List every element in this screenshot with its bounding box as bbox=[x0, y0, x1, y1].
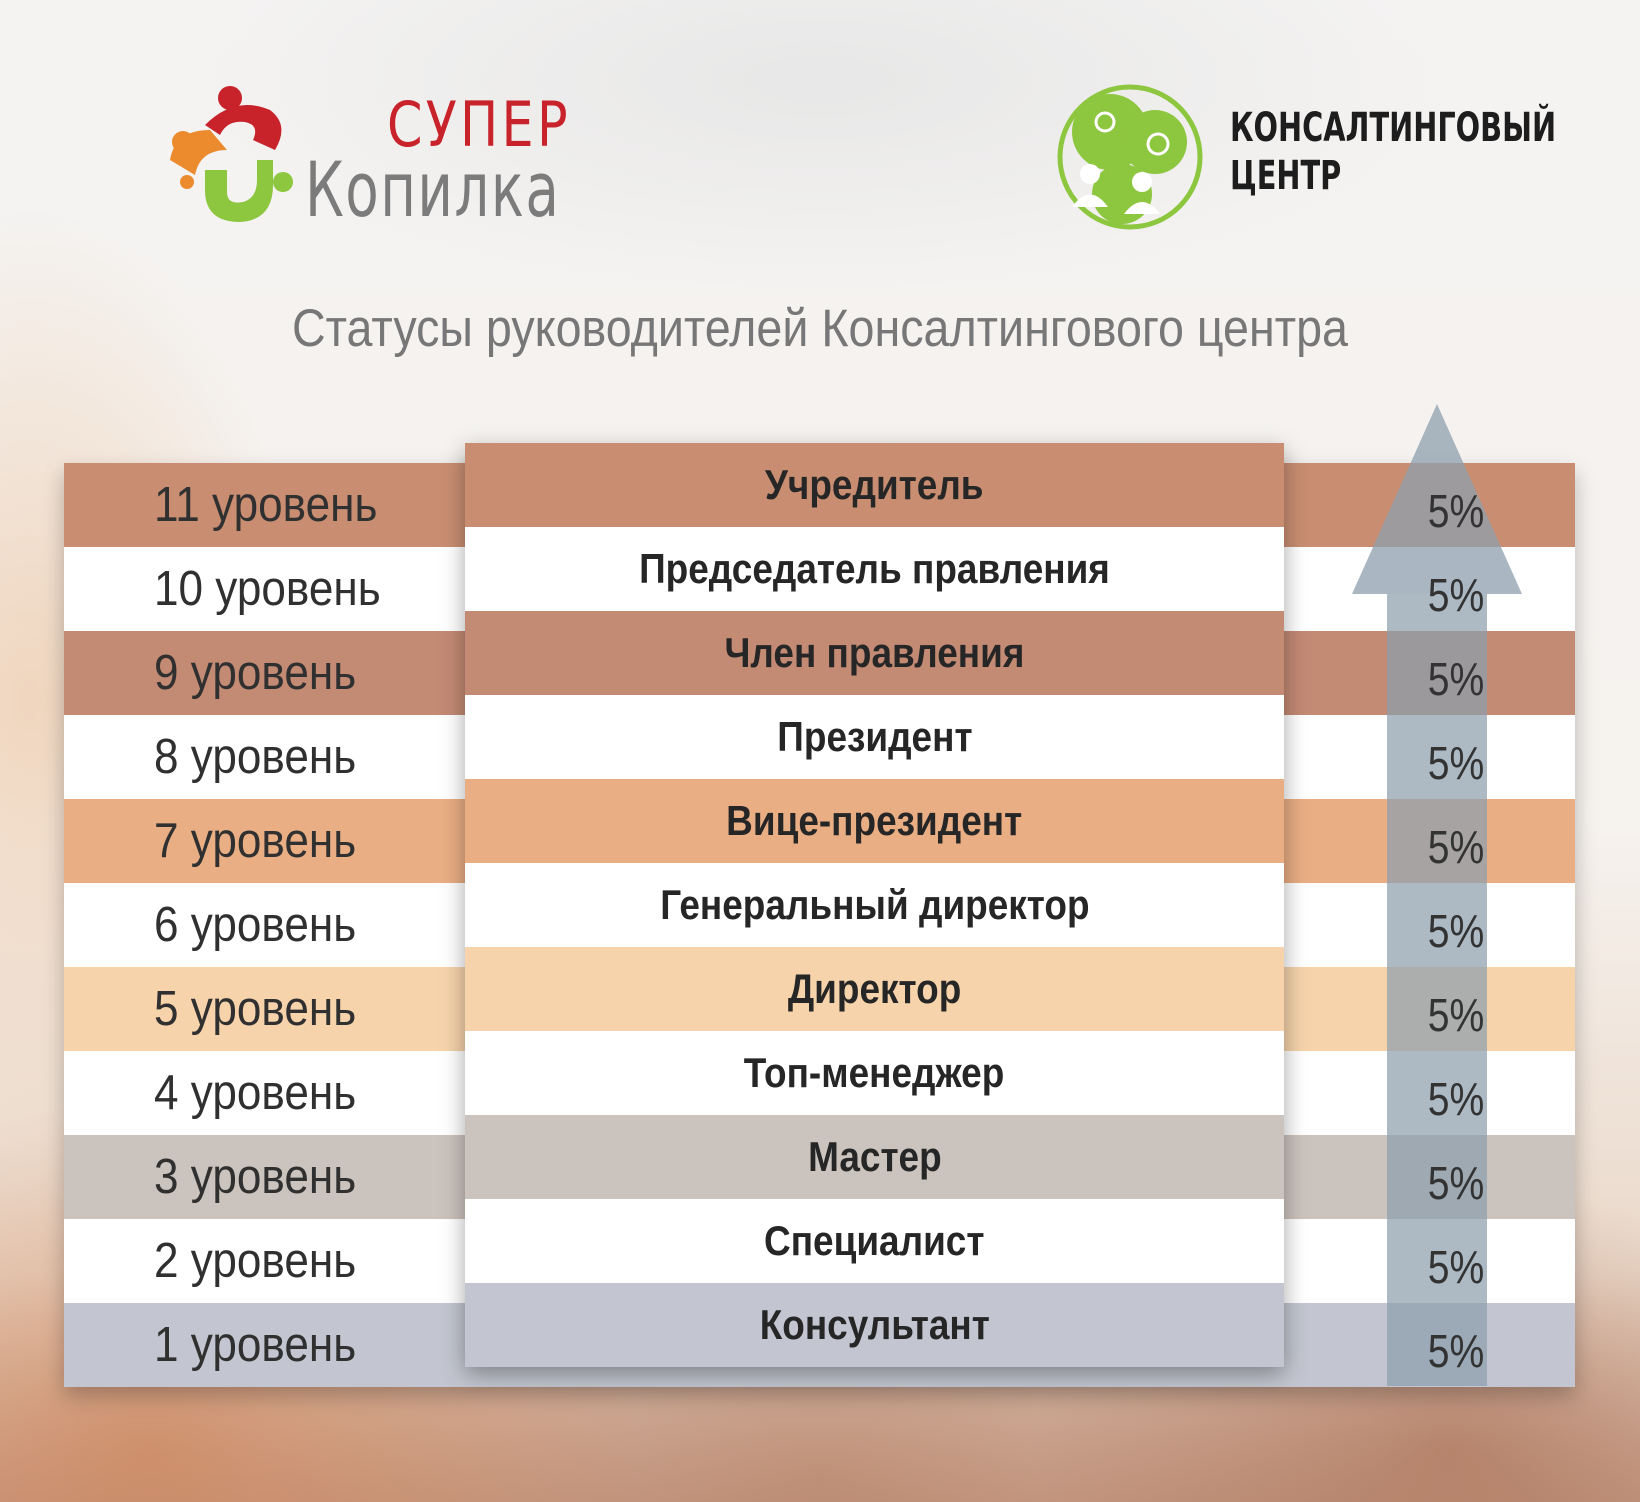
level-label: 7 уровень bbox=[154, 814, 357, 868]
level-label: 1 уровень bbox=[154, 1318, 357, 1372]
level-label: 11 уровень bbox=[154, 478, 378, 532]
page-title: Статусы руководителей Консалтингового це… bbox=[292, 299, 1348, 358]
percent-column: 5% 5% 5% 5% 5% 5% 5% 5% 5% 5% 5% bbox=[64, 463, 1575, 1386]
logo-right-line2: ЦЕНТР bbox=[1230, 153, 1342, 199]
level-label: 5 уровень bbox=[154, 982, 357, 1036]
status-row: Топ-менеджер bbox=[465, 1031, 1284, 1115]
status-label: Консультант bbox=[759, 1301, 990, 1348]
percent-label: 5% bbox=[1427, 485, 1485, 537]
superkopilka-logo: СУПЕР Копилка bbox=[165, 80, 585, 240]
percent-label: 5% bbox=[1427, 821, 1485, 873]
status-label: Председатель правления bbox=[639, 545, 1110, 592]
logo-right-line1: КОНСАЛТИНГОВЫЙ bbox=[1230, 105, 1557, 151]
status-row: Член правления bbox=[465, 611, 1284, 695]
level-label: 10 уровень bbox=[154, 562, 381, 616]
superkopilka-emblem-icon bbox=[170, 86, 293, 222]
status-row: Мастер bbox=[465, 1115, 1284, 1199]
status-row: Председатель правления bbox=[465, 527, 1284, 611]
logo-kopilka-text: Копилка bbox=[305, 145, 561, 234]
level-label: 3 уровень bbox=[154, 1150, 357, 1204]
status-label: Вице-президент bbox=[726, 797, 1023, 844]
percent-label: 5% bbox=[1427, 905, 1485, 957]
status-row: Вице-президент bbox=[465, 779, 1284, 863]
status-label: Генеральный директор bbox=[659, 881, 1090, 928]
status-label: Директор bbox=[787, 965, 962, 1012]
percent-label: 5% bbox=[1427, 569, 1485, 621]
percent-label: 5% bbox=[1427, 1241, 1485, 1293]
percent-label: 5% bbox=[1427, 653, 1485, 705]
status-label: Топ-менеджер bbox=[744, 1049, 1005, 1096]
status-label: Президент bbox=[776, 713, 973, 760]
status-row: Президент bbox=[465, 695, 1284, 779]
percent-label: 5% bbox=[1427, 989, 1485, 1041]
status-label: Член правления bbox=[724, 629, 1025, 676]
status-row: Учредитель bbox=[465, 443, 1284, 527]
status-row: Генеральный директор bbox=[465, 863, 1284, 947]
consulting-center-logo: КОНСАЛТИНГОВЫЙ ЦЕНТР bbox=[1050, 82, 1556, 232]
status-label: Учредитель bbox=[765, 461, 984, 508]
status-label: Мастер bbox=[807, 1133, 942, 1180]
level-label: 4 уровень bbox=[154, 1066, 357, 1120]
status-row: Консультант bbox=[465, 1283, 1284, 1367]
percent-label: 5% bbox=[1427, 1073, 1485, 1125]
percent-label: 5% bbox=[1427, 1157, 1485, 1209]
percent-label: 5% bbox=[1427, 737, 1485, 789]
status-label: Специалист bbox=[764, 1217, 985, 1264]
level-label: 6 уровень bbox=[154, 898, 357, 952]
status-row: Специалист bbox=[465, 1199, 1284, 1283]
percent-label: 5% bbox=[1427, 1325, 1485, 1377]
level-label: 9 уровень bbox=[154, 646, 357, 700]
growth-arrow-icon bbox=[1352, 404, 1522, 1386]
logo-super-text: СУПЕР bbox=[387, 88, 571, 161]
status-panel: Учредитель Председатель правления Член пра… bbox=[465, 443, 1284, 1367]
status-row: Директор bbox=[465, 947, 1284, 1031]
level-label: 8 уровень bbox=[154, 730, 357, 784]
consulting-center-text: КОНСАЛТИНГОВЫЙ ЦЕНТР bbox=[1230, 104, 1556, 200]
consulting-people-emblem-icon bbox=[1057, 84, 1203, 230]
level-label: 2 уровень bbox=[154, 1234, 357, 1288]
